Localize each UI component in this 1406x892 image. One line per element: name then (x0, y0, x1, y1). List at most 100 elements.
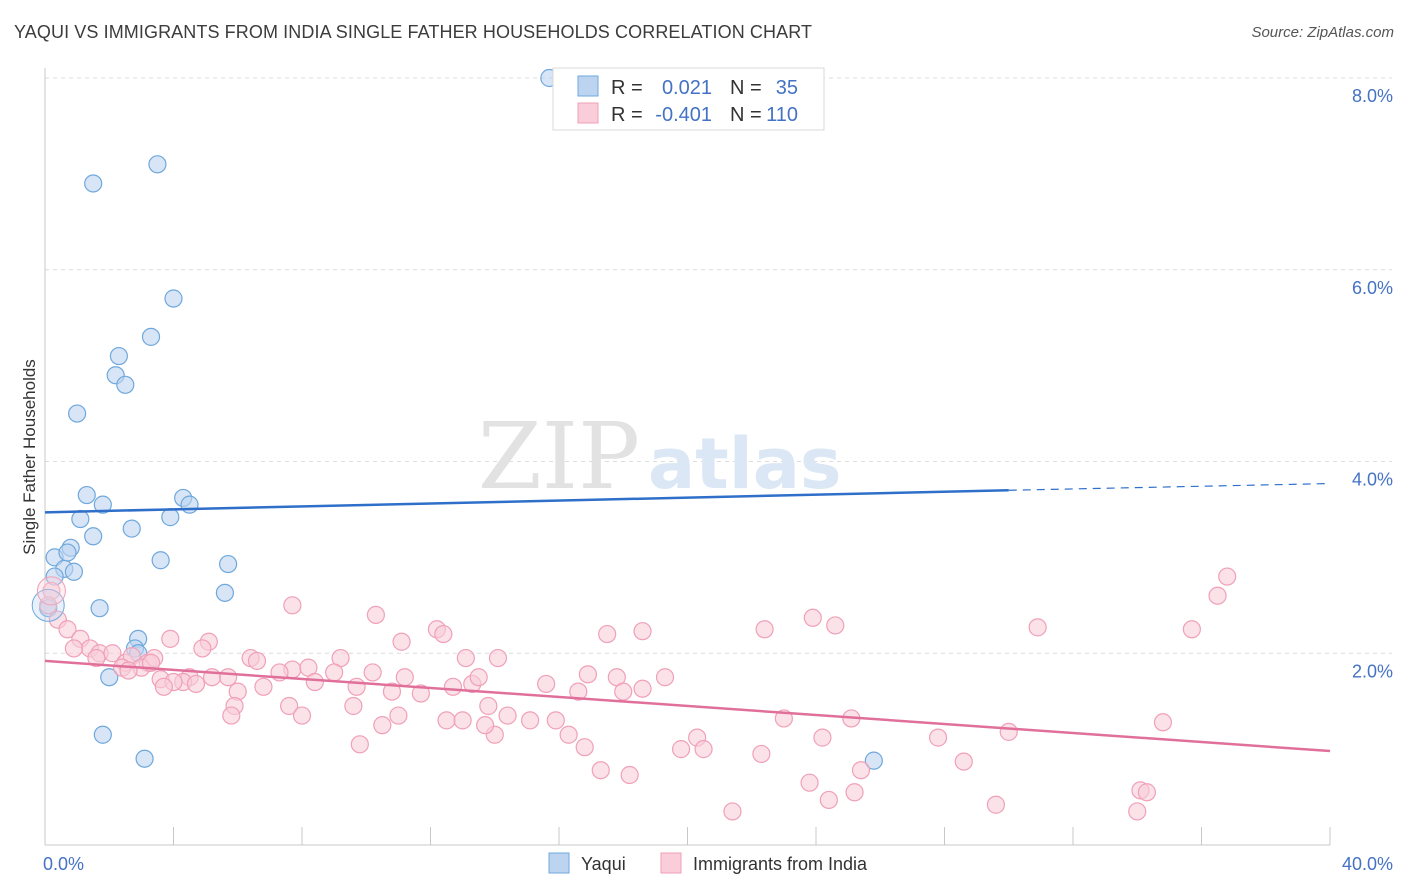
yaqui-point (116, 375, 135, 394)
y-tick-label: 2.0% (1352, 661, 1393, 681)
india-point (392, 632, 411, 651)
india-point (633, 622, 652, 641)
india-point (1128, 802, 1147, 821)
yaqui-point (864, 751, 883, 770)
india-point (283, 596, 302, 615)
yaqui-point (93, 725, 112, 744)
india-point (453, 711, 472, 730)
india-point (520, 711, 540, 730)
india-point (1153, 713, 1173, 732)
legend-r-value-yaqui: 0.021 (662, 77, 712, 99)
india-point (559, 725, 578, 744)
yaqui-point (84, 174, 103, 193)
yaqui-point (31, 588, 65, 622)
india-point (411, 684, 430, 703)
trend-lines (44, 482, 1331, 753)
y-tick-label: 4.0% (1352, 470, 1393, 490)
india-point (325, 663, 344, 682)
yaqui-point (100, 668, 119, 687)
india-point (469, 668, 488, 687)
watermark-atlas: atlas (648, 423, 842, 505)
india-point (803, 608, 822, 627)
yaqui-point (161, 508, 180, 527)
yaqui-point (180, 495, 199, 514)
india-point (591, 761, 610, 780)
india-point (546, 711, 565, 730)
legend-r-label-india: R = (611, 104, 643, 126)
gridlines (45, 77, 1392, 654)
india-point (347, 677, 366, 696)
india-point (350, 735, 369, 754)
india-point (575, 738, 594, 757)
yaqui-point (71, 509, 90, 529)
india-point (389, 706, 408, 725)
india-point (1218, 567, 1237, 586)
india-point (219, 668, 238, 687)
india-point (443, 677, 463, 696)
yaqui-point (122, 519, 141, 538)
yaqui-trend-line (44, 489, 1009, 514)
watermark-zip: ZIP (478, 403, 640, 510)
india-point (671, 740, 691, 759)
yaqui-point (58, 543, 77, 562)
india-point (247, 651, 267, 671)
india-point (119, 661, 138, 680)
india-point (620, 765, 639, 785)
india-point (64, 639, 84, 658)
india-point (222, 706, 241, 725)
source-label: Source: ZipAtlas.com (1251, 24, 1394, 41)
legend-swatch-yaqui (577, 75, 599, 97)
india-point (488, 648, 508, 668)
india-point (395, 668, 414, 687)
india-point (986, 795, 1006, 814)
watermark: ZIP atlas (478, 403, 842, 510)
india-point (569, 682, 588, 701)
yaqui-point (93, 495, 112, 514)
india-point (479, 696, 498, 716)
bottom-legend-label-india: Immigrants from India (693, 854, 868, 874)
y-axis-label: Single Father Households (20, 359, 39, 555)
india-point (614, 682, 633, 701)
india-point (36, 576, 66, 606)
india-point (826, 616, 845, 635)
yaqui-point (141, 327, 161, 346)
yaqui-point (148, 155, 167, 174)
india-point (161, 629, 180, 648)
yaqui-point (77, 485, 96, 505)
yaqui-point (84, 527, 103, 546)
india-point (363, 663, 382, 682)
india-point (537, 674, 556, 694)
india-point (755, 620, 774, 639)
india-point (186, 674, 206, 694)
india-point (598, 624, 617, 644)
yaqui-point (215, 583, 234, 602)
india-point (292, 706, 312, 725)
india-point (254, 677, 273, 696)
india-point (694, 740, 713, 759)
india-point (578, 665, 598, 684)
india-point (813, 728, 832, 747)
bottom-legend-swatch-india (660, 852, 682, 874)
india-point (456, 648, 475, 668)
india-point (851, 761, 871, 780)
india-point (928, 728, 948, 747)
x-tick-label: 0.0% (43, 854, 84, 874)
india-point (154, 677, 173, 696)
yaqui-trend-extension (1008, 482, 1331, 491)
india-point (193, 639, 212, 658)
yaqui-point (151, 551, 170, 570)
yaqui-point (219, 554, 238, 574)
chart-title: YAQUI VS IMMIGRANTS FROM INDIA SINGLE FA… (14, 22, 813, 42)
india-point (476, 716, 495, 735)
india-point (1137, 783, 1156, 802)
india-point (819, 790, 838, 810)
legend-n-value-yaqui: 35 (776, 77, 798, 99)
legend: R = 0.021 N = 35 R = -0.401 N = 110 (552, 67, 825, 131)
india-point (280, 696, 299, 716)
legend-r-value-india: -0.401 (655, 104, 712, 126)
india-point (498, 706, 517, 725)
india-point (633, 679, 652, 698)
india-point (1208, 586, 1227, 605)
yaqui-point (90, 599, 109, 618)
legend-swatch-india (577, 102, 599, 124)
